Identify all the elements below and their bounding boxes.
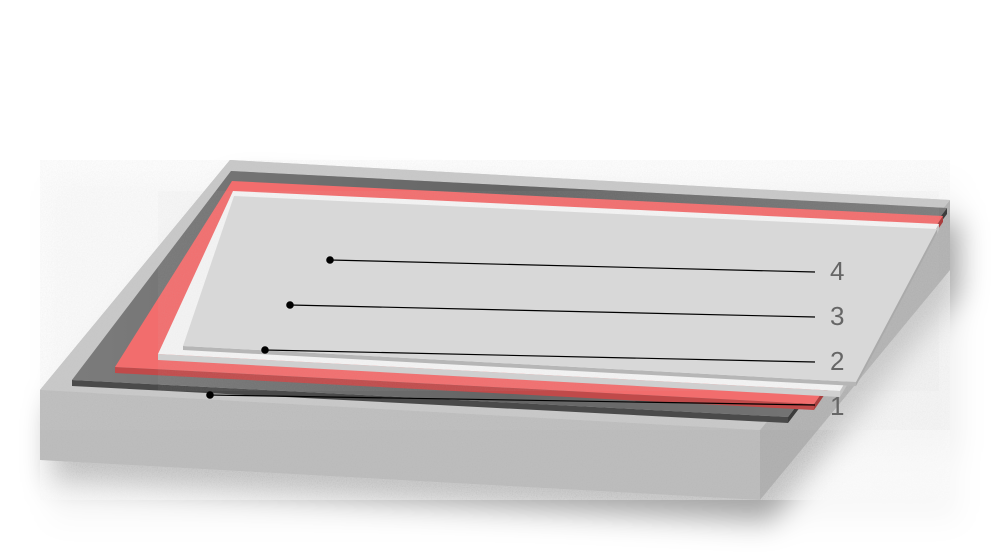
label-3: 3 [830,301,844,331]
layer-diagram: 4 3 2 1 [0,0,1000,556]
label-2: 2 [830,346,844,376]
label-1: 1 [830,391,844,421]
label-4: 4 [830,256,844,286]
